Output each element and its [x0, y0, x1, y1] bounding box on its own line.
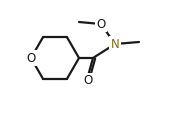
Text: N: N — [111, 37, 119, 51]
Text: O: O — [83, 75, 93, 87]
Text: O: O — [26, 51, 36, 65]
Text: O: O — [96, 18, 106, 30]
